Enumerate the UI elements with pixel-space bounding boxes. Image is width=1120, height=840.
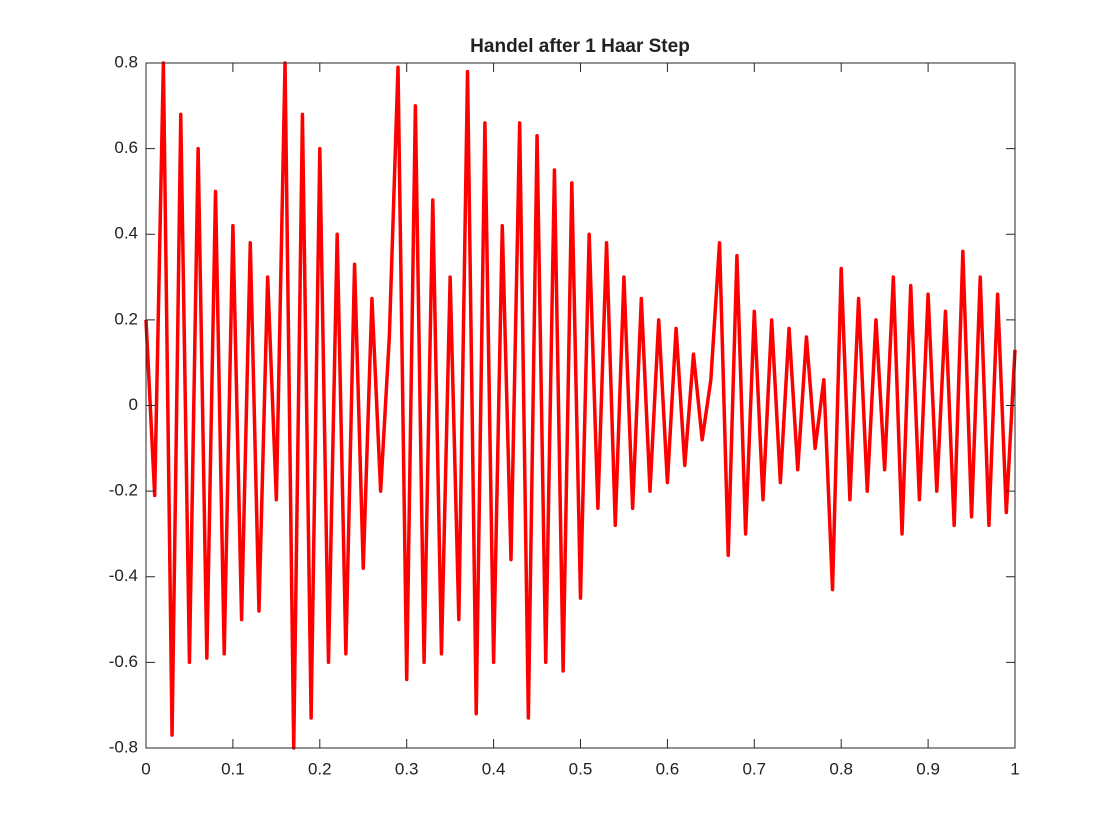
x-tick-label: 0.1 bbox=[221, 759, 245, 778]
y-tick-label: -0.4 bbox=[109, 566, 138, 585]
x-tick-label: 1 bbox=[1010, 759, 1019, 778]
y-tick-label: 0 bbox=[129, 395, 138, 414]
y-tick-label: 0.8 bbox=[114, 52, 138, 71]
y-tick-label: 0.4 bbox=[114, 224, 138, 243]
y-tick-label: -0.6 bbox=[109, 652, 138, 671]
chart-title: Handel after 1 Haar Step bbox=[470, 36, 690, 57]
y-tick-label: -0.8 bbox=[109, 737, 138, 756]
data-line bbox=[144, 61, 1017, 750]
x-tick-label: 0.9 bbox=[916, 759, 940, 778]
y-tick-label: 0.6 bbox=[114, 138, 138, 157]
x-tick-label: 0.3 bbox=[395, 759, 419, 778]
x-tick-label: 0.6 bbox=[656, 759, 680, 778]
x-tick-label: 0.2 bbox=[308, 759, 332, 778]
x-tick-label: 0 bbox=[141, 759, 150, 778]
x-tick-label: 0.7 bbox=[742, 759, 766, 778]
x-tick-label: 0.5 bbox=[569, 759, 593, 778]
plot-area bbox=[146, 63, 1015, 748]
y-tick-label: 0.2 bbox=[114, 309, 138, 328]
y-tick-label: -0.2 bbox=[109, 481, 138, 500]
x-tick-label: 0.8 bbox=[829, 759, 853, 778]
x-tick-label: 0.4 bbox=[482, 759, 506, 778]
